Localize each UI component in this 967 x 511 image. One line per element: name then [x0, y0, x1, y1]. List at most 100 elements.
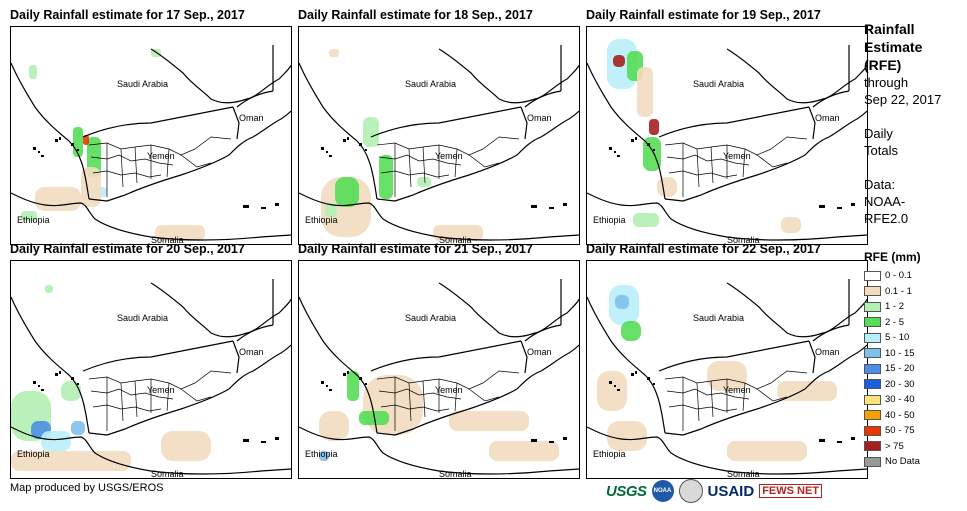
governorates — [376, 136, 520, 197]
label-somalia: Somalia — [439, 469, 472, 478]
rainfall-patch — [41, 431, 71, 451]
legend-label: 0.1 - 1 — [885, 285, 912, 297]
legend-item: No Data — [864, 454, 920, 470]
side-rfe: RFE2.0 — [864, 211, 909, 226]
rainfall-layer — [607, 39, 801, 233]
legend-swatch — [864, 332, 881, 343]
borders — [82, 279, 274, 374]
legend-item: 20 - 30 — [864, 377, 920, 393]
legend-swatch — [864, 286, 881, 297]
label-somalia: Somalia — [439, 235, 472, 244]
rainfall-patch — [657, 177, 677, 197]
side-date: Sep 22, 2017 — [864, 92, 942, 107]
rainfall-patch — [347, 371, 359, 401]
rainfall-patch — [155, 225, 205, 241]
legend-item: 50 - 75 — [864, 423, 920, 439]
label-yemen: Yemen — [147, 385, 175, 395]
rainfall-patch — [319, 411, 349, 441]
panel-title: Daily Rainfall estimate for 18 Sep., 201… — [298, 8, 533, 22]
label-yemen: Yemen — [723, 151, 751, 161]
legend-swatch — [864, 410, 881, 421]
label-yemen: Yemen — [147, 151, 175, 161]
legend-item: 5 - 10 — [864, 330, 920, 346]
rainfall-map: Saudi Arabia Oman Yemen Ethiopia Somalia — [298, 260, 580, 479]
legend-item: 30 - 40 — [864, 392, 920, 408]
legend-swatch — [864, 441, 881, 452]
panel-sep-21: Daily Rainfall estimate for 21 Sep., 201… — [298, 242, 580, 479]
coastline — [587, 48, 867, 241]
usaid-logo: USAID — [707, 482, 755, 500]
rainfall-patch — [161, 431, 211, 461]
side-totals: Totals — [864, 143, 898, 158]
rainfall-patch — [449, 411, 529, 431]
label-oman: Oman — [239, 113, 264, 123]
legend-item: 15 - 20 — [864, 361, 920, 377]
legend: 0 - 0.1 0.1 - 1 1 - 2 2 - 5 5 - 10 10 - 15 15 … — [864, 268, 920, 470]
label-oman: Oman — [815, 113, 840, 123]
rainfall-map: Saudi Arabia Oman Yemen Ethiopia Somalia — [10, 26, 292, 245]
rainfall-patch — [81, 167, 101, 207]
rainfall-patch — [649, 119, 659, 135]
islands — [33, 371, 279, 443]
legend-label: 20 - 30 — [885, 378, 915, 390]
label-oman: Oman — [239, 347, 264, 357]
legend-swatch — [864, 301, 881, 312]
rainfall-patch — [727, 441, 807, 461]
borders — [370, 45, 562, 140]
legend-label: 50 - 75 — [885, 425, 915, 437]
panel-sep-18: Daily Rainfall estimate for 18 Sep., 201… — [298, 8, 580, 245]
islands — [609, 371, 855, 443]
label-ethiopia: Ethiopia — [593, 449, 626, 459]
legend-item: 0 - 0.1 — [864, 268, 920, 284]
legend-label: 30 - 40 — [885, 394, 915, 406]
legend-swatch — [864, 379, 881, 390]
legend-swatch — [864, 270, 881, 281]
side-title-2: Estimate — [864, 39, 923, 55]
rainfall-patch — [707, 361, 747, 391]
legend-label: > 75 — [885, 440, 904, 452]
label-yemen: Yemen — [435, 151, 463, 161]
rainfall-layer — [321, 49, 483, 241]
coastline — [299, 282, 579, 475]
islands — [609, 137, 855, 209]
rainfall-patch — [621, 321, 641, 341]
label-saudi-arabia: Saudi Arabia — [405, 79, 456, 89]
rainfall-patch — [319, 451, 329, 461]
governorates — [664, 370, 808, 431]
label-ethiopia: Ethiopia — [305, 449, 338, 459]
legend-label: 40 - 50 — [885, 409, 915, 421]
logo-strip: USGS NOAA USAID FEWS NET — [606, 478, 823, 504]
label-somalia: Somalia — [151, 469, 184, 478]
rainfall-patch — [329, 49, 339, 57]
legend-title: RFE (mm) — [864, 250, 921, 264]
rainfall-patch — [29, 65, 37, 79]
rainfall-patch — [597, 371, 627, 411]
legend-swatch — [864, 348, 881, 359]
rainfall-patch — [781, 217, 801, 233]
governorates — [376, 370, 520, 431]
side-data: Data: — [864, 177, 896, 192]
rainfall-patch — [335, 177, 359, 207]
footer-credit: Map produced by USGS/EROS — [10, 482, 164, 494]
coastline — [587, 282, 867, 475]
label-oman: Oman — [527, 113, 552, 123]
side-noaa: NOAA- — [864, 194, 906, 209]
legend-swatch — [864, 456, 881, 467]
side-through: through — [864, 75, 909, 90]
panel-title: Daily Rainfall estimate for 21 Sep., 201… — [298, 242, 533, 256]
legend-label: 2 - 5 — [885, 316, 905, 328]
rainfall-patch — [45, 285, 53, 293]
legend-label: 0 - 0.1 — [885, 270, 912, 282]
panel-title: Daily Rainfall estimate for 22 Sep., 201… — [586, 242, 821, 256]
label-ethiopia: Ethiopia — [17, 449, 50, 459]
rainfall-patch — [637, 67, 653, 117]
coastline — [299, 48, 579, 241]
governorates — [88, 370, 232, 431]
panel-sep-19: Daily Rainfall estimate for 19 Sep., 201… — [586, 8, 868, 245]
rainfall-patch — [633, 213, 659, 227]
coastline — [11, 282, 291, 475]
side-title-1: Rainfall — [864, 21, 915, 37]
governorates — [664, 136, 808, 197]
label-ethiopia: Ethiopia — [17, 215, 50, 225]
coastline — [11, 48, 291, 241]
